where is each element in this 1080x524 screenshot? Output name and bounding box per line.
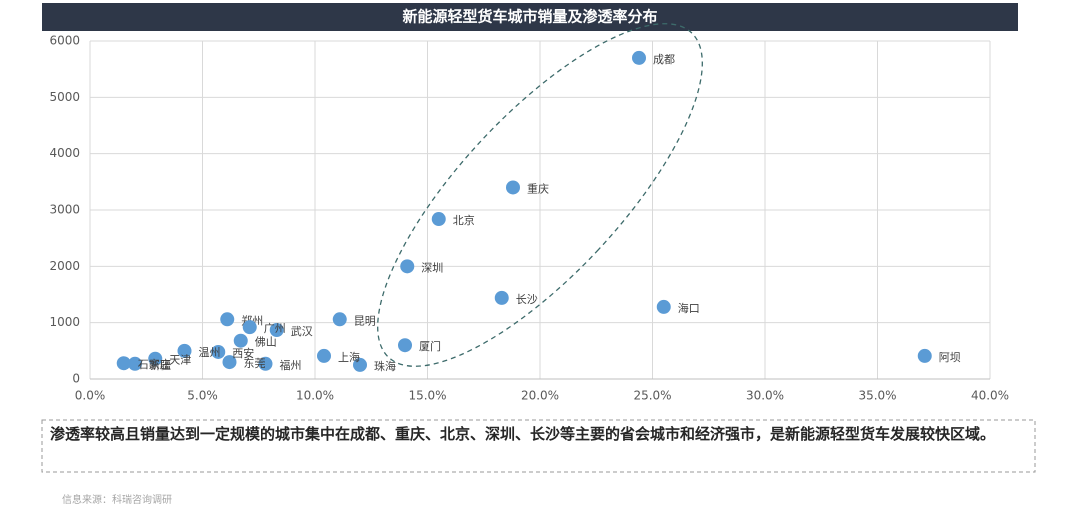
point: [220, 312, 235, 327]
chart-title: 新能源轻型货车城市销量及渗透率分布: [402, 8, 657, 26]
point-label: 珠海: [374, 359, 396, 373]
point-label: 福州: [280, 358, 302, 372]
note: 渗透率较高且销量达到一定规模的城市集中在成都、重庆、北京、深圳、长沙等主要的省会…: [50, 425, 996, 443]
source: 信息来源：科瑞咨询调研: [62, 493, 172, 506]
y-tick-label: 2000: [49, 259, 80, 273]
point-label: 新疆: [149, 358, 171, 372]
x-tick-label: 25.0%: [633, 389, 671, 403]
x-tick-label: 10.0%: [296, 389, 334, 403]
point: [116, 356, 131, 371]
point: [317, 348, 331, 363]
point-label: 成都: [653, 53, 675, 66]
point: [269, 322, 284, 337]
point-label: 海口: [678, 301, 700, 315]
x-tick-label: 20.0%: [521, 389, 559, 403]
point: [222, 355, 237, 370]
point-label: 北京: [453, 213, 475, 227]
point-label: 深圳: [421, 261, 443, 274]
point: [258, 356, 273, 371]
point-label: 石家庄: [138, 357, 171, 371]
point-label: 重庆: [527, 181, 549, 195]
x-tick-label: 5.0%: [187, 389, 218, 403]
point: [353, 357, 367, 372]
y-tick-label: 4000: [49, 146, 80, 160]
point: [632, 50, 646, 65]
point: [398, 338, 412, 353]
y-tick-label: 1000: [49, 315, 80, 329]
point: [233, 333, 248, 348]
point-label: 广州: [264, 322, 286, 335]
point: [211, 344, 226, 359]
y-tick-label: 5000: [49, 90, 80, 104]
point-label: 厦门: [419, 339, 441, 353]
y-tick-label: 6000: [49, 34, 80, 48]
point-label: 东莞: [244, 357, 266, 370]
point: [332, 312, 347, 327]
point-label: 武汉: [291, 325, 313, 338]
point: [917, 348, 932, 363]
x-tick-label: 0.0%: [75, 389, 106, 403]
point: [431, 212, 446, 227]
point: [656, 299, 671, 314]
point-label: 西安: [232, 346, 254, 360]
note-box: [41, 419, 1036, 473]
x-tick-label: 40.0%: [971, 389, 1009, 403]
point-label: 天津: [169, 354, 191, 367]
y-tick-label: 3000: [49, 203, 80, 217]
point-label: 温州: [199, 346, 221, 359]
point: [506, 180, 520, 195]
point-label: 阿坝: [939, 350, 961, 364]
highlight-ellipse: [377, 23, 703, 367]
point: [400, 259, 415, 274]
point: [177, 343, 192, 358]
point: [128, 356, 142, 371]
x-tick-label: 35.0%: [858, 389, 896, 403]
point-label: 昆明: [354, 314, 376, 327]
note-wrap: 渗透率较高且销量达到一定规模的城市集中在成都、重庆、北京、深圳、长沙等主要的省会…: [50, 425, 996, 443]
point: [148, 351, 163, 366]
point-label: 长沙: [516, 293, 538, 306]
y-tick-label: 0: [72, 372, 80, 386]
x-tick-label: 15.0%: [408, 389, 446, 403]
point-label: 上海: [338, 350, 360, 364]
title-bar: [42, 3, 1018, 31]
point: [242, 320, 257, 335]
point-label: 佛山: [255, 336, 277, 349]
x-tick-label: 30.0%: [746, 389, 784, 403]
point: [494, 290, 509, 305]
